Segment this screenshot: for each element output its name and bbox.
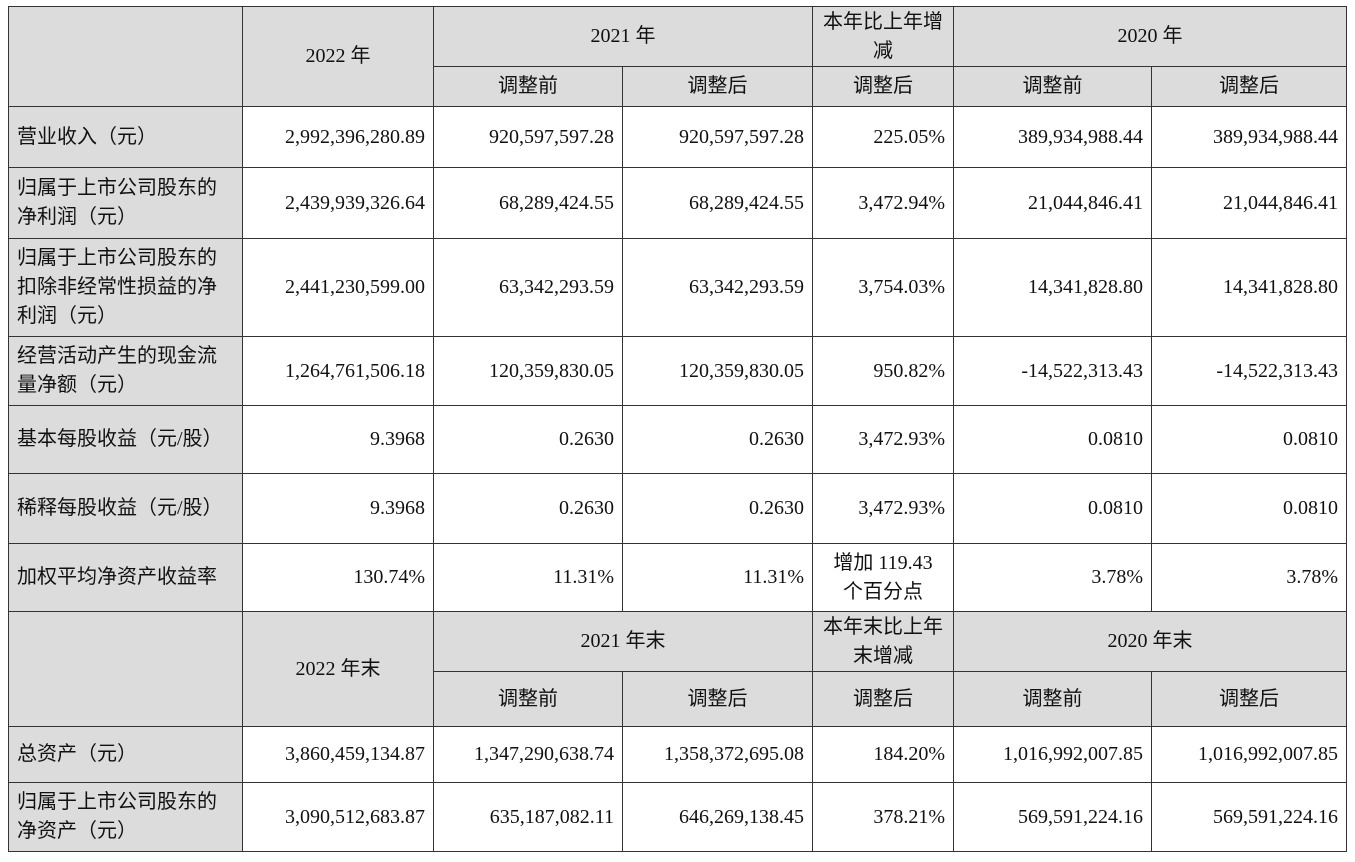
value-2021-before: 920,597,597.28 bbox=[433, 106, 623, 168]
value-2021-after: 0.2630 bbox=[622, 405, 813, 474]
table-row: 归属于上市公司股东的净资产（元） 3,090,512,683.87 635,18… bbox=[8, 782, 1347, 852]
table-row: 总资产（元） 3,860,459,134.87 1,347,290,638.74… bbox=[8, 726, 1347, 783]
value-2020-after: 0.0810 bbox=[1151, 405, 1347, 474]
row-label: 营业收入（元） bbox=[8, 106, 243, 168]
table-row: 归属于上市公司股东的净利润（元） 2,439,939,326.64 68,289… bbox=[8, 167, 1347, 239]
row-label: 归属于上市公司股东的扣除非经常性损益的净利润（元） bbox=[8, 238, 243, 337]
value-2020-before: 0.0810 bbox=[953, 405, 1152, 474]
value-2020-after: 1,016,992,007.85 bbox=[1151, 726, 1347, 783]
table-row: 基本每股收益（元/股） 9.3968 0.2630 0.2630 3,472.9… bbox=[8, 405, 1347, 474]
value-change: 3,472.94% bbox=[812, 167, 954, 239]
row-label: 加权平均净资产收益率 bbox=[8, 543, 243, 612]
subheader-change-after: 调整后 bbox=[812, 671, 954, 727]
header-corner-cell bbox=[8, 6, 243, 107]
value-2020-after: 14,341,828.80 bbox=[1151, 238, 1347, 337]
value-2020-after: -14,522,313.43 bbox=[1151, 336, 1347, 406]
value-change: 增加 119.43 个百分点 bbox=[812, 543, 954, 612]
value-2020-after: 3.78% bbox=[1151, 543, 1347, 612]
subheader-2021-before: 调整前 bbox=[433, 671, 623, 727]
value-2021-before: 120,359,830.05 bbox=[433, 336, 623, 406]
value-2021-before: 635,187,082.11 bbox=[433, 782, 623, 852]
value-2020-after: 0.0810 bbox=[1151, 473, 1347, 544]
value-2021-after: 11.31% bbox=[622, 543, 813, 612]
value-2021-after: 120,359,830.05 bbox=[622, 336, 813, 406]
value-2021-before: 68,289,424.55 bbox=[433, 167, 623, 239]
value-change: 225.05% bbox=[812, 106, 954, 168]
value-2020-before: 0.0810 bbox=[953, 473, 1152, 544]
value-2022: 130.74% bbox=[242, 543, 434, 612]
row-label: 归属于上市公司股东的净利润（元） bbox=[8, 167, 243, 239]
value-2021-before: 0.2630 bbox=[433, 405, 623, 474]
header-corner-cell bbox=[8, 611, 243, 727]
header-2020: 2020 年 bbox=[953, 6, 1347, 67]
row-label: 稀释每股收益（元/股） bbox=[8, 473, 243, 544]
value-2020-before: -14,522,313.43 bbox=[953, 336, 1152, 406]
value-2020-before: 14,341,828.80 bbox=[953, 238, 1152, 337]
value-2022: 2,439,939,326.64 bbox=[242, 167, 434, 239]
value-2021-before: 0.2630 bbox=[433, 473, 623, 544]
subheader-2020-after: 调整后 bbox=[1151, 66, 1347, 107]
table-row: 归属于上市公司股东的扣除非经常性损益的净利润（元） 2,441,230,599.… bbox=[8, 238, 1347, 337]
row-label: 归属于上市公司股东的净资产（元） bbox=[8, 782, 243, 852]
value-2022: 3,090,512,683.87 bbox=[242, 782, 434, 852]
row-label: 经营活动产生的现金流量净额（元） bbox=[8, 336, 243, 406]
header-2022-end: 2022 年末 bbox=[242, 611, 434, 727]
subheader-2021-before: 调整前 bbox=[433, 66, 623, 107]
value-2021-after: 1,358,372,695.08 bbox=[622, 726, 813, 783]
row-label: 总资产（元） bbox=[8, 726, 243, 783]
header-change-end: 本年末比上年末增减 bbox=[812, 611, 954, 672]
header-row-years-end: 2022 年末 2021 年末 本年末比上年末增减 2020 年末 bbox=[8, 611, 1347, 727]
table-row: 营业收入（元） 2,992,396,280.89 920,597,597.28 … bbox=[8, 106, 1347, 168]
value-2021-after: 0.2630 bbox=[622, 473, 813, 544]
value-2021-before: 1,347,290,638.74 bbox=[433, 726, 623, 783]
value-change: 3,472.93% bbox=[812, 473, 954, 544]
value-2021-after: 920,597,597.28 bbox=[622, 106, 813, 168]
header-2021-end: 2021 年末 bbox=[433, 611, 813, 672]
subheader-2021-after: 调整后 bbox=[622, 671, 813, 727]
value-2020-before: 21,044,846.41 bbox=[953, 167, 1152, 239]
value-2021-after: 63,342,293.59 bbox=[622, 238, 813, 337]
value-2021-before: 63,342,293.59 bbox=[433, 238, 623, 337]
value-change: 3,472.93% bbox=[812, 405, 954, 474]
value-change: 184.20% bbox=[812, 726, 954, 783]
header-2021: 2021 年 bbox=[433, 6, 813, 67]
header-row-years: 2022 年 2021 年 本年比上年增减 2020 年 bbox=[8, 6, 1347, 107]
value-2022: 2,441,230,599.00 bbox=[242, 238, 434, 337]
value-change: 950.82% bbox=[812, 336, 954, 406]
header-row-sub: 调整前 调整后 调整后 调整前 调整后 bbox=[9, 66, 1347, 107]
subheader-change-after: 调整后 bbox=[812, 66, 954, 107]
value-2020-after: 21,044,846.41 bbox=[1151, 167, 1347, 239]
header-2022: 2022 年 bbox=[242, 6, 434, 107]
value-2020-after: 569,591,224.16 bbox=[1151, 782, 1347, 852]
financial-data-table: 2022 年 2021 年 本年比上年增减 2020 年 调整前 调整后 调整后… bbox=[8, 6, 1347, 852]
value-2022: 9.3968 bbox=[242, 405, 434, 474]
table-row: 经营活动产生的现金流量净额（元） 1,264,761,506.18 120,35… bbox=[8, 336, 1347, 406]
subheader-2020-after: 调整后 bbox=[1151, 671, 1347, 727]
value-2021-after: 646,269,138.45 bbox=[622, 782, 813, 852]
header-row-sub-end: 调整前 调整后 调整后 调整前 调整后 bbox=[9, 671, 1347, 727]
header-2020-end: 2020 年末 bbox=[953, 611, 1347, 672]
table-row: 加权平均净资产收益率 130.74% 11.31% 11.31% 增加 119.… bbox=[8, 543, 1347, 612]
value-2021-after: 68,289,424.55 bbox=[622, 167, 813, 239]
value-2020-before: 389,934,988.44 bbox=[953, 106, 1152, 168]
subheader-2020-before: 调整前 bbox=[953, 66, 1152, 107]
table-row: 稀释每股收益（元/股） 9.3968 0.2630 0.2630 3,472.9… bbox=[8, 473, 1347, 544]
value-2022: 2,992,396,280.89 bbox=[242, 106, 434, 168]
value-2020-before: 3.78% bbox=[953, 543, 1152, 612]
value-2022: 1,264,761,506.18 bbox=[242, 336, 434, 406]
subheader-2021-after: 调整后 bbox=[622, 66, 813, 107]
value-2022: 9.3968 bbox=[242, 473, 434, 544]
value-2021-before: 11.31% bbox=[433, 543, 623, 612]
value-2020-before: 569,591,224.16 bbox=[953, 782, 1152, 852]
row-label: 基本每股收益（元/股） bbox=[8, 405, 243, 474]
value-2020-after: 389,934,988.44 bbox=[1151, 106, 1347, 168]
subheader-2020-before: 调整前 bbox=[953, 671, 1152, 727]
value-2022: 3,860,459,134.87 bbox=[242, 726, 434, 783]
value-change: 3,754.03% bbox=[812, 238, 954, 337]
value-change: 378.21% bbox=[812, 782, 954, 852]
header-change: 本年比上年增减 bbox=[812, 6, 954, 67]
value-2020-before: 1,016,992,007.85 bbox=[953, 726, 1152, 783]
